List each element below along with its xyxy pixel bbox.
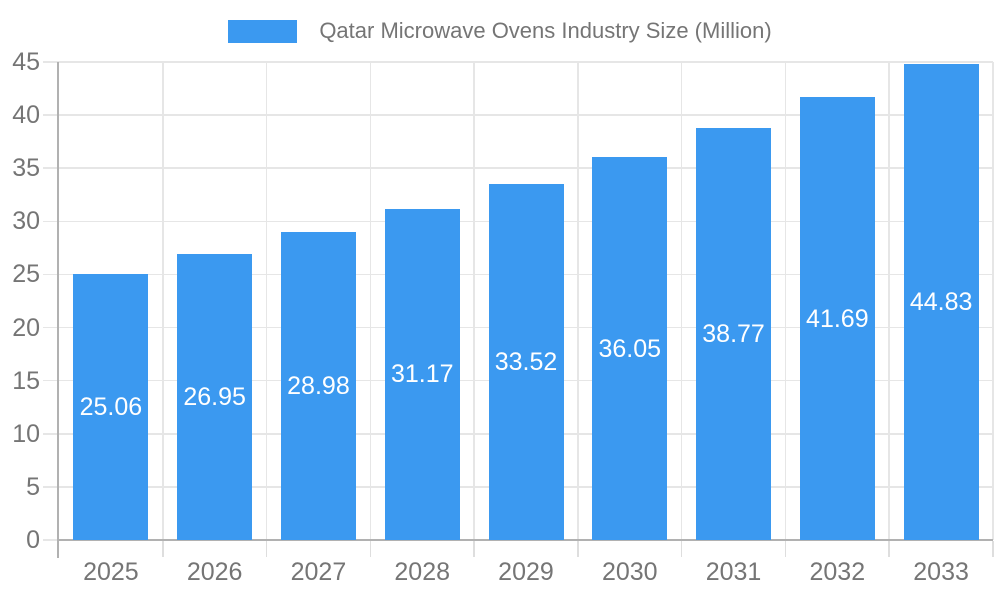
- y-axis-tick: [43, 379, 59, 382]
- bar-value-label: 31.17: [390, 360, 454, 389]
- legend-series-label: Qatar Microwave Ovens Industry Size (Mil…: [319, 18, 772, 43]
- h-gridline: [59, 61, 993, 63]
- bar-2027[interactable]: [280, 232, 356, 540]
- bar-value-label: 36.05: [598, 334, 662, 363]
- x-tick-label: 2028: [394, 558, 451, 586]
- bar-2032[interactable]: [799, 97, 875, 540]
- y-tick-label: 5: [26, 472, 40, 501]
- v-gridline: [265, 62, 268, 540]
- x-tick-label: 2027: [290, 558, 347, 586]
- bar-value-label: 25.06: [79, 392, 143, 421]
- h-gridline: [59, 114, 993, 116]
- y-axis-tick: [43, 326, 59, 329]
- v-gridline: [888, 62, 890, 540]
- legend-color-swatch: [228, 19, 298, 43]
- y-tick-label: 10: [12, 419, 40, 448]
- v-gridline: [369, 62, 372, 540]
- bar-2029[interactable]: [488, 183, 564, 540]
- bar-value-label: 41.69: [806, 304, 869, 333]
- y-axis-tick: [43, 167, 59, 169]
- y-axis-tick: [43, 61, 59, 63]
- bar-value-label: 44.83: [909, 287, 973, 316]
- x-tick-label: 2033: [913, 558, 969, 586]
- y-tick-label: 0: [26, 526, 40, 554]
- bar-2025[interactable]: [73, 273, 149, 540]
- y-axis-tick: [43, 486, 59, 488]
- y-axis-tick: [43, 220, 59, 223]
- x-axis-tick: [784, 541, 787, 557]
- y-tick-label: 45: [12, 48, 40, 76]
- v-gridline: [680, 62, 683, 540]
- y-axis-tick: [43, 114, 59, 116]
- bar-2026[interactable]: [177, 253, 253, 540]
- y-axis-tick: [43, 433, 59, 435]
- x-axis-tick: [577, 541, 579, 557]
- x-axis-tick: [265, 541, 268, 557]
- y-tick-label: 20: [12, 313, 40, 342]
- x-axis-tick: [369, 541, 372, 557]
- y-tick-label: 35: [12, 154, 40, 183]
- v-gridline: [577, 62, 579, 540]
- v-gridline: [473, 62, 475, 540]
- x-axis-tick: [888, 541, 890, 557]
- x-tick-label: 2025: [83, 558, 139, 586]
- x-tick-label: 2032: [809, 558, 866, 586]
- x-tick-label: 2031: [705, 558, 762, 586]
- y-axis-tick: [43, 273, 59, 276]
- x-baseline: [59, 539, 993, 541]
- bar-2028[interactable]: [384, 208, 460, 540]
- bar-2030[interactable]: [592, 157, 668, 540]
- bar-value-label: 38.77: [702, 320, 765, 349]
- y-tick-label: 40: [12, 101, 40, 130]
- y-axis-tick: [43, 539, 59, 541]
- h-gridline: [59, 167, 993, 169]
- y-tick-label: 25: [12, 260, 40, 289]
- x-axis-tick: [992, 541, 994, 557]
- v-gridline: [784, 62, 787, 540]
- x-tick-label: 2026: [186, 558, 243, 586]
- chart-legend: Qatar Microwave Ovens Industry Size (Mil…: [0, 18, 1000, 44]
- x-tick-label: 2030: [601, 558, 658, 586]
- bar-value-label: 26.95: [183, 382, 246, 411]
- bar-2033[interactable]: [903, 63, 979, 540]
- x-axis-tick: [473, 541, 475, 557]
- v-gridline: [992, 62, 994, 540]
- bar-value-label: 33.52: [494, 347, 558, 376]
- y-axis-line: [57, 62, 59, 558]
- v-gridline: [162, 62, 164, 540]
- bar-2031[interactable]: [696, 128, 772, 540]
- bar-value-label: 28.98: [287, 372, 350, 401]
- x-tick-label: 2029: [498, 558, 554, 586]
- x-axis-tick: [162, 541, 164, 557]
- y-tick-label: 15: [12, 366, 40, 395]
- x-axis-tick: [680, 541, 683, 557]
- y-tick-label: 30: [12, 207, 40, 236]
